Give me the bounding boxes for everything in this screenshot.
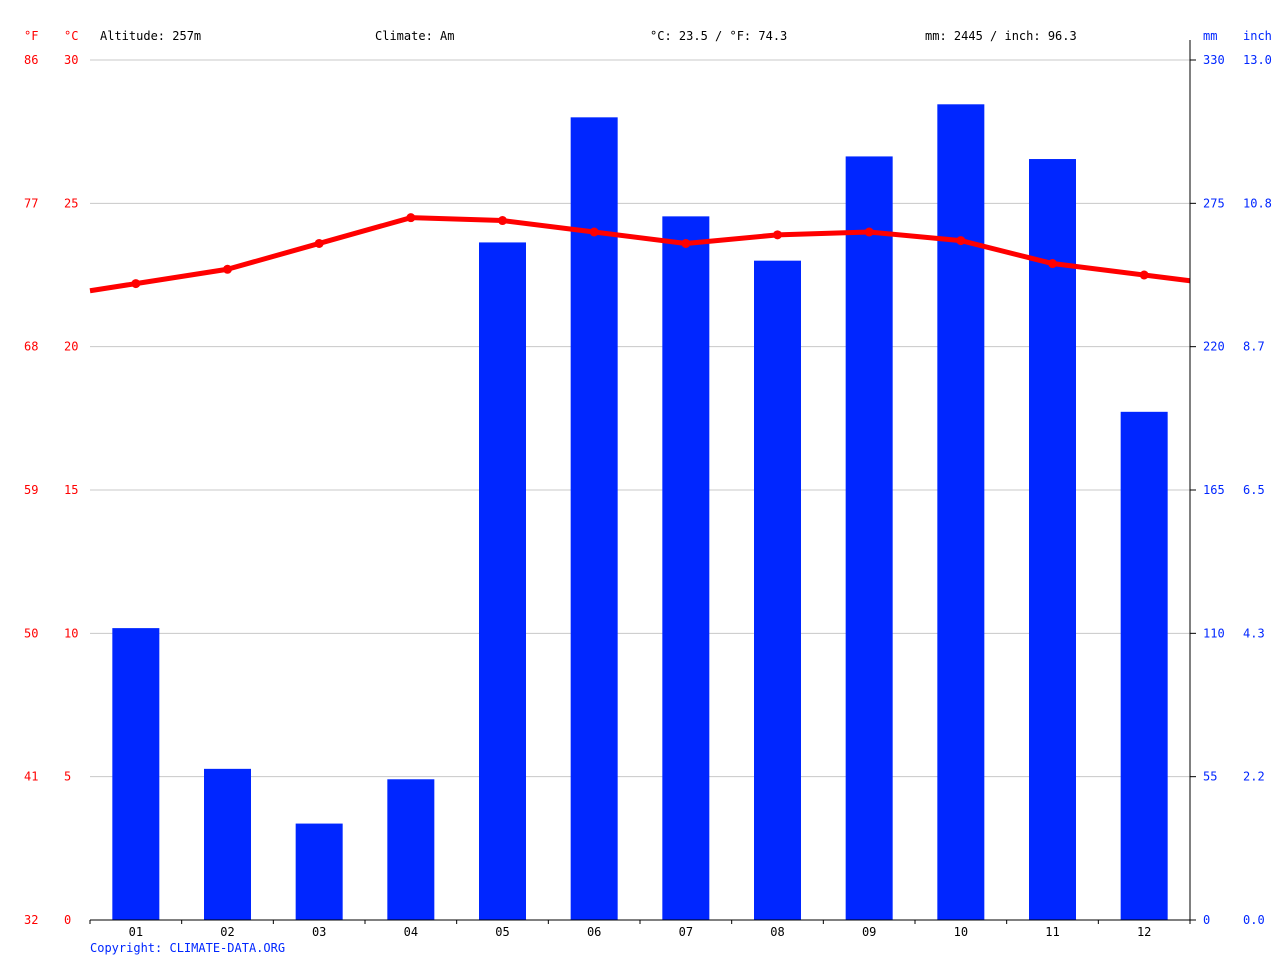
temperature-point (1048, 259, 1057, 269)
altitude-label: Altitude: 257m (100, 29, 201, 43)
celsius-unit-label: °C (64, 29, 78, 43)
precipitation-bars (112, 104, 1168, 921)
c-tick: 0 (64, 913, 71, 927)
temperature-point (498, 216, 507, 226)
f-tick: 50 (24, 626, 38, 640)
month-label: 09 (862, 925, 876, 939)
temperature-point (956, 236, 966, 246)
temperature-point (773, 230, 782, 240)
month-label: 05 (495, 925, 509, 939)
precipitation-bar (387, 779, 435, 920)
temperature-series-line (89, 215, 1191, 294)
celsius-tick-labels: 30 25 20 15 10 5 0 (64, 53, 78, 927)
fahrenheit-unit-label: °F (24, 29, 38, 43)
mm-tick: 0 (1203, 913, 1210, 927)
mm-tick-labels: 330 275 220 165 110 55 0 (1203, 53, 1225, 927)
precipitation-bar (845, 156, 893, 920)
mm-tick: 275 (1203, 196, 1225, 210)
month-labels: 01 02 03 04 05 06 07 08 09 10 11 12 (129, 925, 1152, 939)
mm-unit-label: mm (1203, 29, 1217, 43)
c-tick: 25 (64, 196, 78, 210)
inch-tick-labels: 13.0 10.8 8.7 6.5 4.3 2.2 0.0 (1243, 53, 1272, 927)
f-tick: 41 (24, 770, 38, 784)
month-label: 12 (1137, 925, 1151, 939)
mm-tick: 330 (1203, 53, 1225, 67)
precipitation-bar (112, 628, 160, 920)
month-label: 10 (954, 925, 968, 939)
f-tick: 86 (24, 53, 38, 67)
precipitation-bar (570, 117, 618, 921)
precipitation-bar (1120, 411, 1168, 920)
mm-tick: 110 (1203, 626, 1225, 640)
temperature-point (131, 279, 141, 289)
axes (89, 40, 1196, 924)
temperature-point (223, 264, 232, 274)
precipitation-total-label: mm: 2445 / inch: 96.3 (925, 29, 1077, 43)
precipitation-bar (479, 242, 526, 920)
fahrenheit-tick-labels: 86 77 68 59 50 41 32 (24, 53, 38, 927)
precipitation-bar (662, 216, 710, 920)
month-label: 06 (587, 925, 601, 939)
inch-tick: 4.3 (1243, 626, 1265, 640)
c-tick: 15 (64, 483, 78, 497)
climate-label: Climate: Am (375, 29, 454, 43)
month-label: 08 (770, 925, 784, 939)
inch-tick: 2.2 (1243, 770, 1265, 784)
inch-tick: 13.0 (1243, 53, 1272, 67)
precipitation-bar (937, 104, 985, 920)
month-label: 01 (129, 925, 143, 939)
month-label: 04 (404, 925, 418, 939)
c-tick: 10 (64, 626, 78, 640)
mm-tick: 55 (1203, 770, 1217, 784)
copyright-link[interactable]: Copyright: CLIMATE-DATA.ORG (90, 941, 285, 955)
f-tick: 68 (24, 340, 38, 354)
inch-unit-label: inch (1243, 29, 1272, 43)
f-tick: 59 (24, 483, 38, 497)
month-label: 02 (220, 925, 234, 939)
temperature-point (1139, 270, 1149, 280)
month-label: 07 (679, 925, 693, 939)
temperature-point (864, 227, 874, 237)
month-label: 11 (1045, 925, 1059, 939)
temperature-point (681, 238, 691, 248)
temperature-line (89, 213, 1191, 294)
f-tick: 77 (24, 196, 38, 210)
precipitation-bar (204, 768, 251, 920)
grid-lines (90, 59, 1190, 778)
temperature-point (314, 238, 324, 248)
temperature-average-label: °C: 23.5 / °F: 74.3 (650, 29, 787, 43)
inch-tick: 10.8 (1243, 196, 1272, 210)
mm-tick: 220 (1203, 340, 1225, 354)
c-tick: 30 (64, 53, 78, 67)
inch-tick: 6.5 (1243, 483, 1265, 497)
inch-tick: 8.7 (1243, 340, 1265, 354)
f-tick: 32 (24, 913, 38, 927)
mm-tick: 165 (1203, 483, 1225, 497)
inch-tick: 0.0 (1243, 913, 1265, 927)
precipitation-bar (295, 823, 343, 920)
temperature-point (406, 213, 416, 223)
temperature-point (589, 227, 599, 237)
precipitation-bar (754, 260, 801, 921)
c-tick: 5 (64, 770, 71, 784)
precipitation-bar (1029, 159, 1076, 921)
month-label: 03 (312, 925, 326, 939)
c-tick: 20 (64, 340, 78, 354)
